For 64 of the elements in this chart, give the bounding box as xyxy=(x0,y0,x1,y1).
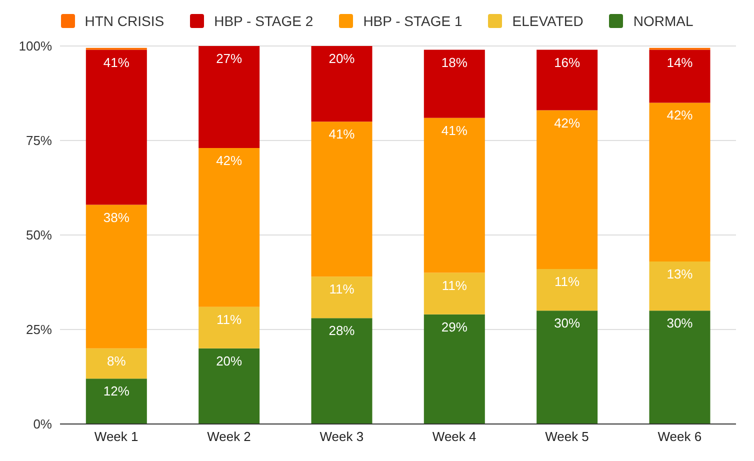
bar xyxy=(86,348,147,379)
bar xyxy=(424,50,485,118)
bar xyxy=(536,50,598,110)
data-label: 8% xyxy=(107,353,126,368)
bar xyxy=(649,50,710,103)
bar xyxy=(536,269,598,311)
x-tick-label: Week 2 xyxy=(207,429,251,444)
data-label: 18% xyxy=(441,54,468,70)
legend-label: HTN CRISIS xyxy=(84,13,164,29)
data-label: 27% xyxy=(216,51,243,66)
bar xyxy=(311,276,372,318)
legend-label: HBP - STAGE 1 xyxy=(363,13,462,29)
legend-label: ELEVATED xyxy=(512,13,584,29)
data-label: 38% xyxy=(103,210,130,225)
data-label: 42% xyxy=(216,153,243,168)
data-label: 30% xyxy=(666,316,694,331)
bar xyxy=(198,148,260,307)
bar xyxy=(198,306,260,348)
bar xyxy=(649,310,710,424)
legend-label: NORMAL xyxy=(633,13,694,29)
data-label: 11% xyxy=(554,274,580,290)
y-tick-label: 25% xyxy=(26,322,52,338)
bar xyxy=(86,50,147,205)
data-label: 11% xyxy=(442,278,468,293)
data-label: 12% xyxy=(103,384,130,399)
bar xyxy=(198,46,260,148)
data-label: 28% xyxy=(328,323,356,338)
x-tick-label: Week 3 xyxy=(320,429,364,444)
bar xyxy=(649,261,710,311)
data-label: 42% xyxy=(554,115,581,130)
x-tick-label: Week 5 xyxy=(545,429,589,444)
data-label: 30% xyxy=(554,316,581,331)
x-tick-label: Week 1 xyxy=(94,429,138,444)
bar xyxy=(424,314,485,424)
data-label: 11% xyxy=(216,312,242,327)
bar xyxy=(86,378,147,424)
bar xyxy=(536,110,598,270)
x-tick-label: Week 6 xyxy=(658,429,702,444)
bar xyxy=(424,118,485,273)
bar xyxy=(311,122,372,277)
legend-label: HBP - STAGE 2 xyxy=(214,13,314,29)
data-label: 41% xyxy=(441,122,468,138)
y-tick-label: 50% xyxy=(26,228,52,243)
data-label: 41% xyxy=(103,54,130,70)
data-label: 20% xyxy=(328,51,356,66)
bar xyxy=(649,102,710,262)
bar xyxy=(536,310,598,424)
data-label: 20% xyxy=(216,353,243,368)
bar xyxy=(311,46,372,122)
data-label: 41% xyxy=(328,126,356,142)
data-label: 16% xyxy=(554,54,581,70)
bar xyxy=(311,318,372,424)
data-label: 29% xyxy=(441,319,468,334)
x-tick-label: Week 4 xyxy=(432,429,476,444)
bar xyxy=(424,272,485,314)
data-label: 13% xyxy=(666,266,694,282)
y-tick-label: 0% xyxy=(33,416,52,432)
data-label: 14% xyxy=(666,54,694,70)
data-label: 11% xyxy=(329,282,355,297)
data-label: 42% xyxy=(666,108,694,123)
y-tick-label: 100% xyxy=(18,38,52,54)
bar xyxy=(86,204,147,348)
y-tick-label: 75% xyxy=(26,133,52,148)
bar xyxy=(198,348,260,424)
